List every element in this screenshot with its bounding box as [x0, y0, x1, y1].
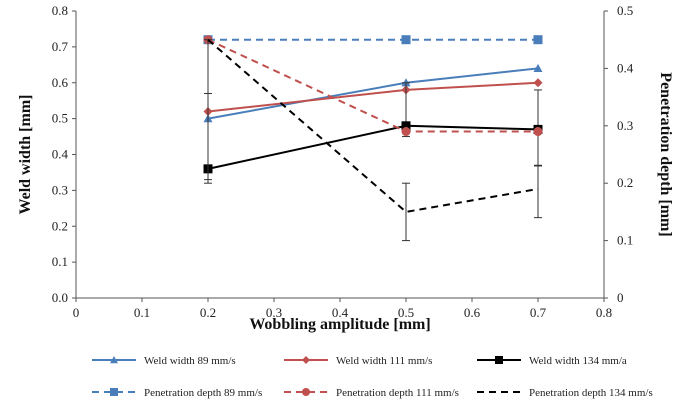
- series-4: [203, 35, 543, 137]
- x-tick-label: 0.2: [200, 305, 216, 320]
- x-tick-label: 0.1: [134, 305, 150, 320]
- y-tick-label: 0.7: [52, 39, 69, 54]
- marker-square: [495, 356, 503, 364]
- x-tick-label: 0.3: [266, 305, 282, 320]
- y-tick-label: 0.0: [52, 290, 68, 305]
- tick-labels: 0 0.1 0.2 0.3 0.4 0.5 0.6 0.7 0.8 0.0 0.1 0.2 0.3 0.4…: [52, 3, 634, 320]
- y-tick-label: 0.6: [52, 75, 69, 90]
- y2-tick-label: 0.1: [617, 233, 633, 248]
- marker-circle: [533, 127, 543, 137]
- y-tick-label: 0.3: [52, 182, 68, 197]
- series-layer: [203, 35, 543, 242]
- legend-item: Weld width 89 mm/s: [92, 355, 236, 367]
- marker-triangle: [533, 63, 543, 72]
- legend-item: Weld width 134 mm/a: [477, 355, 627, 367]
- legend-label: Weld width 111 mm/s: [336, 355, 432, 367]
- marker-square: [110, 388, 118, 396]
- legend-item: Penetration depth 134 mm/s: [477, 387, 653, 399]
- x-tick-label: 0.5: [398, 305, 414, 320]
- marker-triangle: [110, 356, 118, 364]
- series-line: [207, 81, 539, 113]
- y-tick-label: 0.4: [52, 147, 69, 162]
- y-tick-label: 0.8: [52, 3, 68, 18]
- series-line: [207, 38, 539, 213]
- y-axis-title: Weld width [mm]: [17, 95, 34, 215]
- y2-tick-label: 0.5: [617, 3, 633, 18]
- y2-tick-label: 0: [617, 290, 624, 305]
- marker-circle: [401, 127, 411, 137]
- x-tick-label: 0.4: [332, 305, 349, 320]
- x-axis-title: Wobbling amplitude [mm]: [249, 316, 430, 333]
- marker-circle: [302, 388, 310, 396]
- marker-square: [533, 35, 543, 45]
- y2-tick-label: 0.2: [617, 175, 633, 190]
- legend-label: Weld width 89 mm/s: [144, 355, 236, 367]
- marker-diamond: [533, 78, 543, 88]
- legend-item: Penetration depth 89 mm/s: [92, 387, 262, 399]
- legend-label: Weld width 134 mm/a: [529, 355, 627, 367]
- legend-label: Penetration depth 111 mm/s: [336, 387, 459, 399]
- y2-tick-label: 0.3: [617, 118, 633, 133]
- x-tick-label: 0: [73, 305, 80, 320]
- x-tick-label: 0.8: [596, 305, 612, 320]
- y2-axis-title: Penetration depth [mm]: [657, 72, 674, 236]
- marker-diamond: [302, 356, 310, 364]
- x-tick-label: 0.6: [464, 305, 481, 320]
- legend-label: Penetration depth 89 mm/s: [144, 387, 262, 399]
- marker-square: [401, 35, 411, 45]
- y-tick-label: 0.2: [52, 218, 68, 233]
- legend-item: Weld width 111 mm/s: [284, 355, 432, 367]
- legend: Weld width 89 mm/s Weld width 111 mm/s Wel…: [92, 355, 653, 399]
- series-5: [204, 38, 542, 242]
- y-tick-label: 0.5: [52, 111, 68, 126]
- legend-item: Penetration depth 111 mm/s: [284, 387, 459, 399]
- y2-tick-label: 0.4: [617, 60, 634, 75]
- y-tick-label: 0.1: [52, 254, 68, 269]
- series-3: [203, 35, 543, 45]
- x-tick-label: 0.7: [530, 305, 547, 320]
- marker-square: [401, 121, 411, 131]
- legend-label: Penetration depth 134 mm/s: [529, 387, 653, 399]
